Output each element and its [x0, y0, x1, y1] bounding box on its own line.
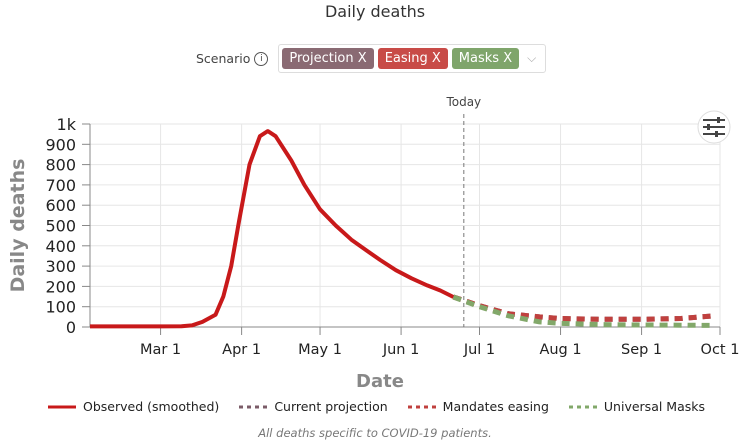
legend-swatch — [48, 404, 76, 410]
y-tick-label: 300 — [45, 257, 76, 276]
y-tick-label: 1k — [57, 115, 77, 134]
x-tick-label: Jun 1 — [382, 342, 420, 358]
chip-label: Masks — [458, 51, 500, 66]
y-tick-label: 600 — [45, 196, 76, 215]
x-tick-label: Jul 1 — [463, 342, 495, 358]
x-tick-label: Sep 1 — [621, 342, 662, 358]
legend-item[interactable]: Universal Masks — [568, 399, 706, 414]
legend-label: Current projection — [274, 399, 388, 414]
x-tick-label: May 1 — [298, 342, 342, 358]
chip-label: Easing — [384, 51, 428, 66]
legend-label: Universal Masks — [603, 399, 706, 414]
chip-masks[interactable]: Masks X — [451, 48, 520, 69]
y-tick-label: 800 — [45, 156, 76, 175]
x-tick-label: Aug 1 — [539, 342, 581, 358]
series-current-projection — [452, 294, 715, 322]
scenario-label: Scenario — [196, 51, 251, 66]
footnote: All deaths specific to COVID-19 patients… — [258, 426, 492, 440]
legend-swatch — [407, 404, 436, 410]
settings-sliders-icon[interactable] — [697, 110, 731, 144]
chip-easing[interactable]: Easing X — [377, 48, 448, 69]
x-tick-label: Oct 1 — [701, 342, 740, 358]
y-tick-label: 100 — [45, 298, 76, 317]
scenario-selector: Scenario i Projection X Easing X Masks X… — [196, 44, 547, 73]
info-icon[interactable]: i — [254, 51, 269, 66]
chevron-down-icon[interactable]: ⌵ — [527, 51, 537, 65]
y-tick-label: 700 — [45, 176, 76, 195]
close-icon[interactable]: X — [431, 51, 441, 66]
y-tick-label: 900 — [45, 135, 76, 154]
y-tick-label: 400 — [45, 237, 76, 256]
chip-label: Projection — [289, 51, 354, 66]
close-icon[interactable]: X — [503, 51, 513, 66]
series-mandates-easing — [452, 294, 715, 322]
legend-item[interactable]: Mandates easing — [407, 399, 549, 414]
close-icon[interactable]: X — [357, 51, 367, 66]
y-tick-label: 200 — [45, 277, 76, 296]
x-axis-label: Date — [356, 371, 404, 392]
series-observed-smoothed- — [90, 129, 455, 329]
legend-item[interactable]: Current projection — [239, 399, 388, 414]
scenario-multiselect[interactable]: Projection X Easing X Masks X ⌵ — [278, 44, 547, 73]
legend-item[interactable]: Observed (smoothed) — [48, 399, 219, 414]
y-tick-label: 500 — [45, 217, 76, 236]
chart-title: Daily deaths — [324, 2, 426, 21]
x-tick-label: Apr 1 — [222, 342, 261, 358]
legend-swatch — [568, 404, 597, 410]
legend-label: Observed (smoothed) — [83, 399, 220, 414]
legend-label: Mandates easing — [442, 399, 549, 414]
x-tick-label: Mar 1 — [140, 342, 181, 358]
y-axis-label: Daily deaths — [7, 159, 29, 293]
legend: Observed (smoothed) Current projection Man… — [48, 399, 705, 414]
y-tick-label: 0 — [66, 318, 76, 337]
chip-projection[interactable]: Projection X — [282, 48, 374, 69]
legend-swatch — [239, 404, 268, 410]
today-label: Today — [445, 95, 481, 109]
